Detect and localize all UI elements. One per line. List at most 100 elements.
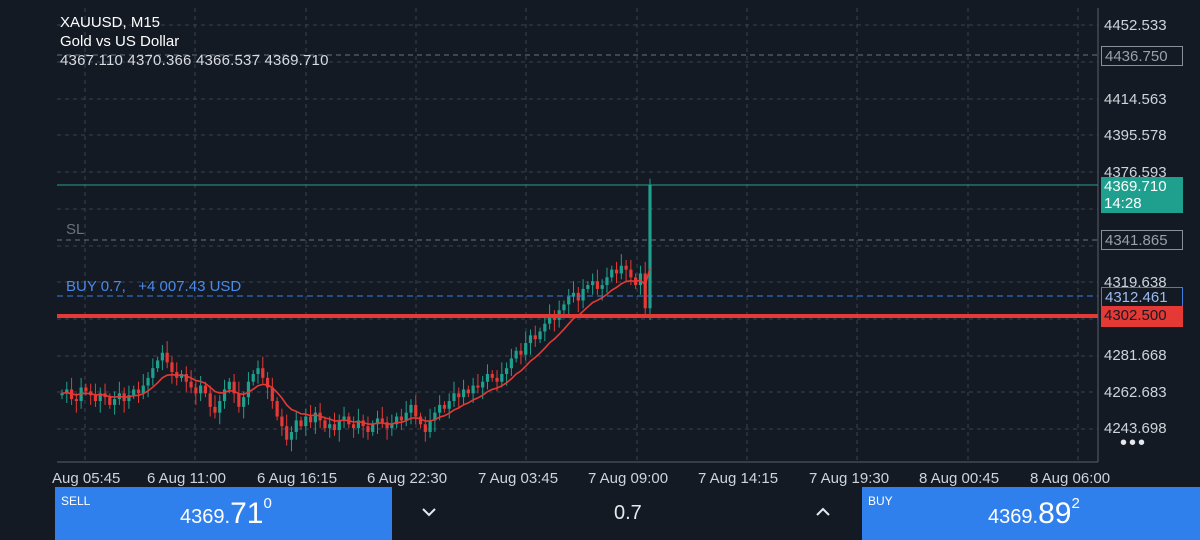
candle-body [366,426,370,432]
candle-body [471,385,475,394]
candle-body [524,343,528,355]
candle-body [151,368,155,378]
candle-body [447,401,451,409]
candle-body [60,393,64,396]
candle-body [108,397,112,405]
candle-body [213,406,217,413]
moving-average-line [61,267,651,425]
price-chart[interactable] [0,0,1200,486]
candle-body [586,285,590,289]
candle-body [576,292,580,301]
sell-button[interactable]: SELL 4369.710 [55,487,392,540]
price-axis-label: 4395.578 [1104,127,1167,144]
red-level-tag[interactable]: 4302.500 [1101,306,1183,327]
candle-body [533,335,537,340]
candle-body [93,395,98,402]
candle-body [356,420,360,429]
buy-price-main: 4369. [988,506,1039,528]
candle-body [648,184,652,309]
candle-body [256,368,260,374]
candle-body [313,412,317,423]
candle-body [127,395,131,402]
entry-price-tag[interactable]: 4312.461 [1101,287,1183,307]
symbol-description: Gold vs US Dollar [60,33,180,50]
decrease-lot-chevron-down-icon[interactable] [422,500,436,523]
buy-price: 4369.892 [988,495,1080,531]
candle-body [237,393,241,407]
candle-body [304,416,308,427]
sell-price: 4369.710 [180,495,272,531]
candle-body [409,404,413,413]
candle-body [504,368,509,374]
buy-price-big: 89 [1038,497,1072,530]
more-options-icon[interactable]: ••• [1120,432,1148,454]
candle-body [184,373,188,382]
price-axis-label: 4243.698 [1104,420,1167,437]
candle-body [562,304,566,311]
lot-size-value[interactable]: 0.7 [614,502,642,524]
price-axis-label: 4414.563 [1104,91,1167,108]
candle-body [189,381,193,388]
price-axis-label: 4281.668 [1104,347,1167,364]
candle-body [581,288,585,301]
candle-body [528,335,533,344]
candle-body [84,387,88,392]
tp-price-tag[interactable]: 4436.750 [1101,46,1183,66]
candle-body [323,420,327,429]
candle-body [275,401,279,417]
candle-body [567,296,571,305]
candle-body [461,389,466,398]
candle-body [337,420,341,431]
candle-body [170,362,174,373]
sl-price-tag[interactable]: 4341.865 [1101,230,1183,250]
candle-body [476,385,480,388]
candle-body [194,387,198,394]
candle-body [285,426,289,440]
current-price-tag: 4369.710 14:28 [1101,177,1183,213]
buy-button[interactable]: BUY 4369.892 [862,487,1200,540]
candle-body [514,350,518,359]
price-axis-label: 4452.533 [1104,17,1167,34]
candle-body [485,373,490,382]
candle-body [352,424,356,429]
sl-label: SL [66,221,85,238]
candle-body [481,381,485,388]
candle-body [610,269,614,278]
candle-body [595,281,600,289]
ohlc-values: 4367.110 4370.366 4366.537 4369.710 [60,52,329,69]
position-label[interactable]: BUY 0.7, +4 007.43 USD [66,278,242,295]
candle-body [179,373,184,378]
candle-body [418,416,423,425]
lot-size-control: 0.7 [392,487,862,540]
candle-body [222,389,227,402]
candle-body [280,416,284,427]
candle-body [428,420,432,432]
candle-body [423,424,427,432]
candle-body [643,273,647,309]
candle-body [98,393,102,402]
price-axis-label: 4319.638 [1104,274,1167,291]
time-axis-label: 7 Aug 03:45 [478,470,559,487]
candle-body [395,416,399,425]
candle-body [227,381,231,390]
sell-label: SELL [61,494,91,508]
bar-countdown: 14:28 [1104,195,1142,212]
candle-body [385,422,389,429]
chart-grid [57,8,1099,463]
candle-body [548,315,552,324]
increase-lot-chevron-up-icon[interactable] [816,500,830,523]
candle-body [442,404,447,409]
candle-body [614,269,619,274]
candle-body [342,416,346,421]
candle-body [299,420,303,427]
candle-body [629,269,633,278]
symbol-timeframe: XAUUSD, M15 [60,14,161,31]
time-axis-label: 8 Aug 06:00 [1030,470,1111,487]
candle-body [251,373,255,382]
sell-price-small: 0 [263,495,272,512]
time-axis-label: 6 Aug 22:30 [367,470,448,487]
time-axis-label: 7 Aug 09:00 [588,470,669,487]
candle-body [404,412,408,421]
candle-body [624,265,628,270]
price-axis-label: 4376.593 [1104,164,1167,181]
